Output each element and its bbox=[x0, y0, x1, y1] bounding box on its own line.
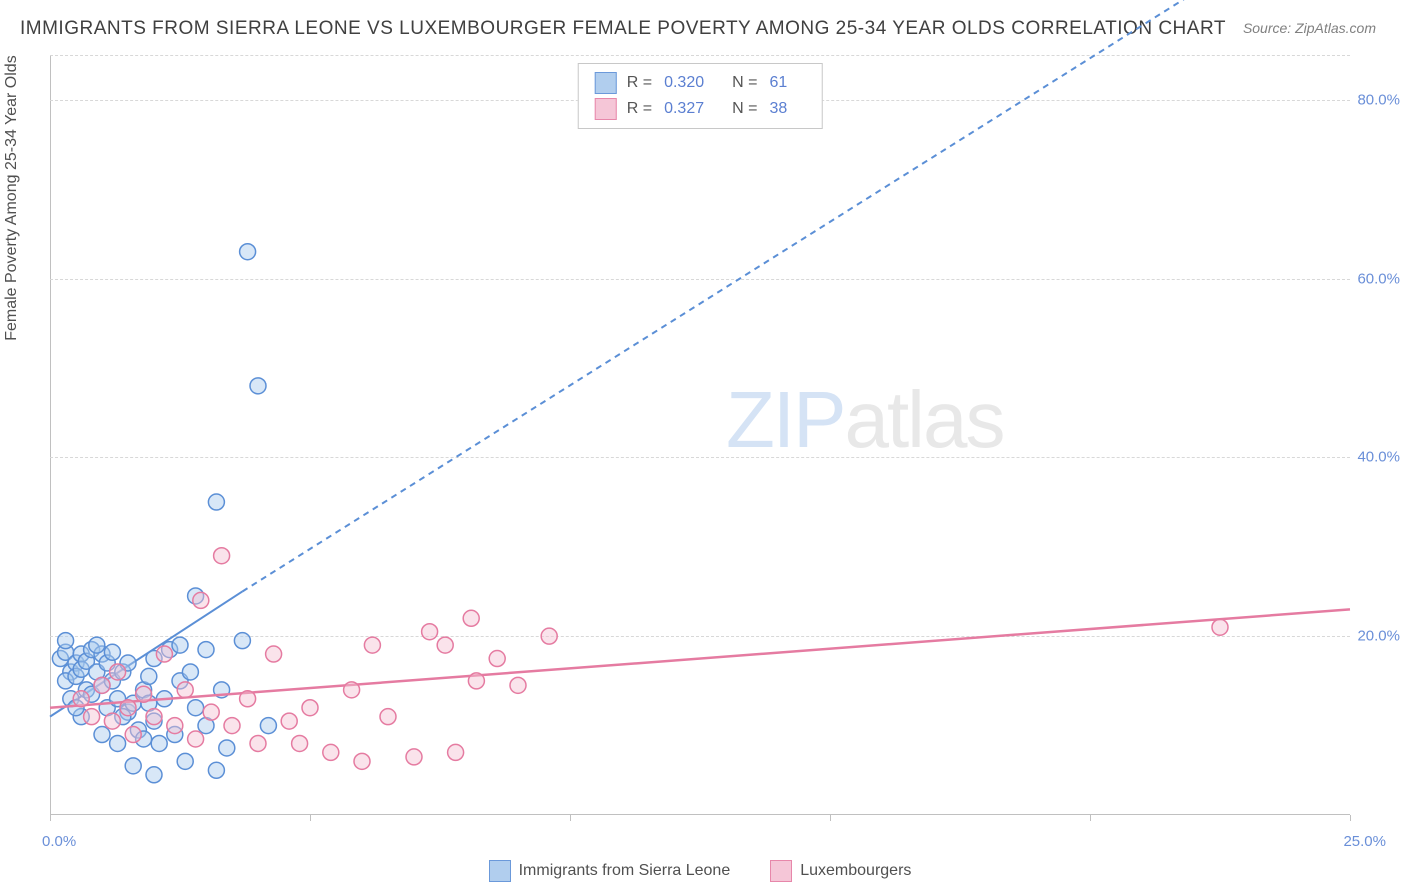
legend-stats-row-1: R =0.327 N =38 bbox=[595, 96, 806, 122]
y-tick-label: 60.0% bbox=[1357, 270, 1400, 287]
x-tick bbox=[50, 815, 51, 821]
data-point bbox=[323, 744, 339, 760]
data-point bbox=[94, 677, 110, 693]
data-point bbox=[94, 727, 110, 743]
data-point bbox=[364, 637, 380, 653]
data-point bbox=[125, 727, 141, 743]
data-point bbox=[203, 704, 219, 720]
data-point bbox=[104, 713, 120, 729]
data-point bbox=[89, 637, 105, 653]
data-point bbox=[151, 735, 167, 751]
legend-swatch-blue bbox=[595, 72, 617, 94]
data-point bbox=[250, 378, 266, 394]
data-point bbox=[489, 651, 505, 667]
legend-item-label: Luxembourgers bbox=[800, 862, 911, 880]
x-tick bbox=[1350, 815, 1351, 821]
chart-title: IMMIGRANTS FROM SIERRA LEONE VS LUXEMBOU… bbox=[20, 18, 1226, 40]
data-point bbox=[437, 637, 453, 653]
legend-item-0: Immigrants from Sierra Leone bbox=[489, 860, 731, 882]
data-point bbox=[448, 744, 464, 760]
legend-series: Immigrants from Sierra Leone Luxembourge… bbox=[50, 860, 1350, 882]
data-point bbox=[234, 633, 250, 649]
data-point bbox=[240, 244, 256, 260]
data-point bbox=[120, 700, 136, 716]
data-point bbox=[177, 753, 193, 769]
legend-swatch-pink-icon bbox=[770, 860, 792, 882]
data-point bbox=[208, 762, 224, 778]
x-tick bbox=[1090, 815, 1091, 821]
data-point bbox=[468, 673, 484, 689]
y-tick-label: 20.0% bbox=[1357, 628, 1400, 645]
x-tick bbox=[310, 815, 311, 821]
data-point bbox=[172, 637, 188, 653]
legend-item-label: Immigrants from Sierra Leone bbox=[519, 862, 731, 880]
y-axis-label: Female Poverty Among 25-34 Year Olds bbox=[3, 55, 21, 341]
data-point bbox=[266, 646, 282, 662]
legend-swatch-blue-icon bbox=[489, 860, 511, 882]
plot-area: ZIPatlas R =0.320 N =61 R =0.327 N =38 2… bbox=[50, 55, 1350, 815]
data-point bbox=[240, 691, 256, 707]
data-point bbox=[146, 709, 162, 725]
data-point bbox=[1212, 619, 1228, 635]
x-tick bbox=[570, 815, 571, 821]
data-point bbox=[110, 735, 126, 751]
data-point bbox=[198, 642, 214, 658]
data-point bbox=[125, 758, 141, 774]
data-point bbox=[188, 731, 204, 747]
data-point bbox=[156, 646, 172, 662]
data-point bbox=[146, 767, 162, 783]
y-tick-label: 80.0% bbox=[1357, 91, 1400, 108]
data-point bbox=[141, 668, 157, 684]
data-point bbox=[177, 682, 193, 698]
legend-stats: R =0.320 N =61 R =0.327 N =38 bbox=[578, 63, 823, 129]
data-point bbox=[136, 686, 152, 702]
data-point bbox=[104, 644, 120, 660]
data-point bbox=[110, 664, 126, 680]
data-point bbox=[406, 749, 422, 765]
data-point bbox=[224, 718, 240, 734]
x-tick-label-right: 25.0% bbox=[1343, 833, 1386, 850]
data-point bbox=[541, 628, 557, 644]
data-point bbox=[354, 753, 370, 769]
legend-item-1: Luxembourgers bbox=[770, 860, 911, 882]
data-point bbox=[208, 494, 224, 510]
data-point bbox=[73, 691, 89, 707]
data-point bbox=[281, 713, 297, 729]
data-point bbox=[214, 548, 230, 564]
legend-swatch-pink bbox=[595, 98, 617, 120]
data-point bbox=[219, 740, 235, 756]
data-point bbox=[344, 682, 360, 698]
legend-stats-row-0: R =0.320 N =61 bbox=[595, 70, 806, 96]
data-point bbox=[167, 718, 183, 734]
data-point bbox=[510, 677, 526, 693]
data-point bbox=[58, 633, 74, 649]
y-tick-label: 40.0% bbox=[1357, 449, 1400, 466]
data-point bbox=[292, 735, 308, 751]
data-point bbox=[182, 664, 198, 680]
data-point bbox=[193, 592, 209, 608]
data-point bbox=[380, 709, 396, 725]
data-point bbox=[260, 718, 276, 734]
source-label: Source: ZipAtlas.com bbox=[1243, 20, 1376, 36]
data-point bbox=[250, 735, 266, 751]
plot-svg bbox=[50, 55, 1350, 815]
data-point bbox=[422, 624, 438, 640]
data-point bbox=[463, 610, 479, 626]
data-point bbox=[302, 700, 318, 716]
x-tick bbox=[830, 815, 831, 821]
data-point bbox=[188, 700, 204, 716]
x-tick-label-left: 0.0% bbox=[42, 833, 76, 850]
data-point bbox=[84, 709, 100, 725]
